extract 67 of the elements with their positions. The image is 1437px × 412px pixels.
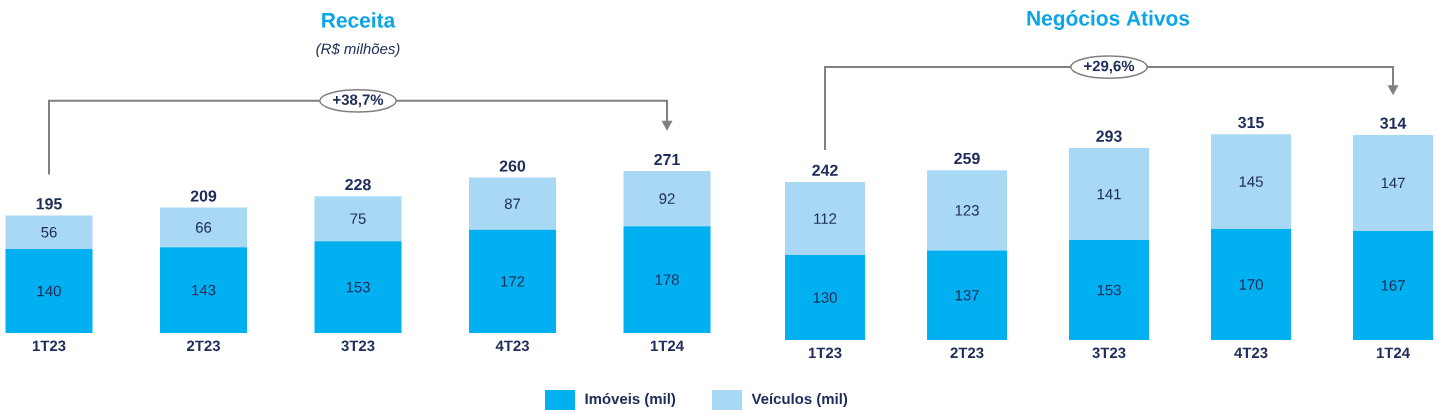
data-label: 123 — [955, 205, 979, 216]
total-label: 271 — [654, 153, 680, 166]
chart-title: Receita — [322, 12, 396, 28]
total-label: 259 — [954, 152, 980, 165]
bar — [623, 171, 711, 227]
data-label: 153 — [346, 281, 370, 293]
total-label: 209 — [190, 190, 217, 202]
data-label: 87 — [504, 198, 521, 209]
data-label: 66 — [195, 222, 212, 233]
total-label: 260 — [499, 160, 526, 172]
bar — [927, 250, 1008, 340]
text: +29,6% — [1084, 60, 1135, 74]
bar — [1353, 230, 1434, 340]
x-tick-label: 1T23 — [808, 347, 842, 359]
data-label: 147 — [1381, 177, 1405, 189]
data-label: 112 — [814, 213, 837, 224]
bar — [160, 207, 248, 248]
bar — [785, 255, 866, 340]
text: +38,7% — [333, 94, 384, 108]
x-tick-label: 1T24 — [650, 340, 684, 351]
x-tick-label: 4T23 — [1234, 347, 1268, 359]
bar — [160, 247, 248, 333]
bar — [314, 241, 402, 333]
data-label: 141 — [1097, 188, 1121, 200]
data-label: 153 — [1097, 284, 1121, 296]
data-label: 178 — [655, 274, 679, 285]
bar — [314, 196, 402, 242]
bar — [1211, 228, 1292, 340]
x-tick-label: 4T23 — [495, 340, 529, 352]
total-label: 228 — [345, 179, 371, 191]
x-tick-label: 3T23 — [341, 340, 375, 352]
x-tick-label: 2T23 — [950, 347, 984, 359]
bar — [1069, 148, 1150, 241]
x-tick-label: 1T23 — [32, 340, 66, 352]
total-label: 315 — [1238, 116, 1264, 129]
bar — [623, 226, 711, 333]
bar — [5, 215, 93, 249]
bar — [785, 181, 866, 256]
data-label: 130 — [813, 292, 837, 303]
bar — [469, 229, 557, 333]
total-label: 293 — [1096, 130, 1122, 142]
x-tick-label: 3T23 — [1092, 347, 1126, 359]
bar — [1353, 134, 1434, 231]
data-label: 143 — [192, 284, 216, 296]
data-label: 167 — [1381, 280, 1405, 291]
data-label: 172 — [501, 276, 525, 287]
legend-label: Veículos (mil) — [751, 392, 848, 408]
total-label: 314 — [1380, 117, 1407, 129]
bar — [927, 170, 1008, 251]
total-label: 242 — [812, 164, 838, 176]
legend-label: Imóveis (mil) — [585, 392, 676, 408]
total-label: 195 — [36, 198, 62, 210]
data-label: 145 — [1239, 176, 1263, 187]
data-label: 137 — [955, 289, 979, 301]
bar — [1211, 134, 1292, 229]
data-label: 170 — [1239, 279, 1263, 290]
chart-subtitle: (R$ milhões) — [316, 42, 400, 58]
bar — [469, 177, 557, 230]
data-label: 92 — [659, 193, 675, 204]
x-tick-label: 1T24 — [1376, 347, 1410, 358]
data-label: 140 — [37, 285, 61, 297]
data-label: 75 — [350, 213, 366, 224]
x-tick-label: 2T23 — [187, 340, 220, 352]
chart-title: Negócios Ativos — [1027, 10, 1190, 30]
bar — [5, 249, 93, 333]
bar — [1069, 240, 1150, 340]
data-label: 56 — [41, 226, 57, 238]
